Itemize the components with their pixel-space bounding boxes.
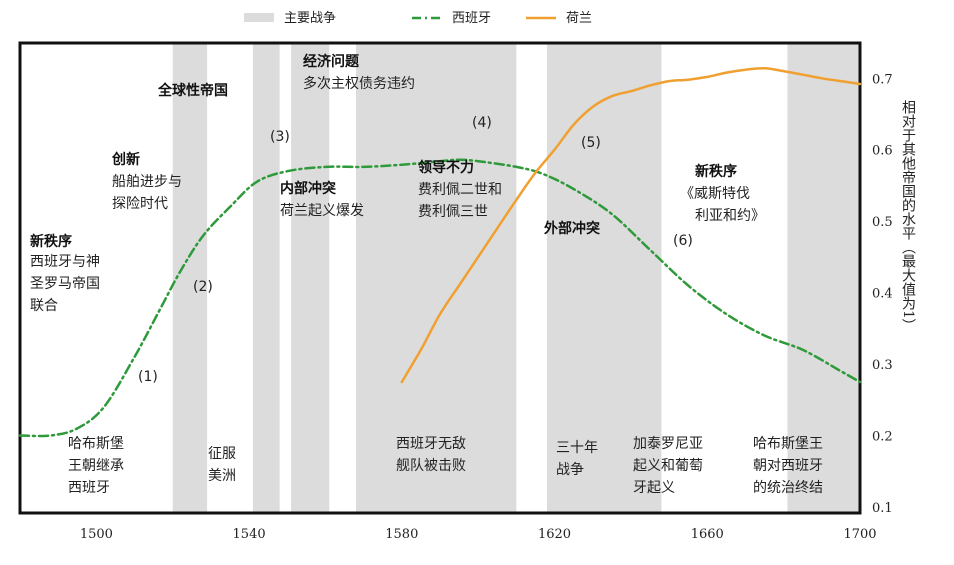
x-tick-label: 1660 bbox=[691, 527, 724, 542]
series-spain-line bbox=[18, 158, 862, 438]
event-line: 三十年 bbox=[556, 440, 598, 456]
annotation-line: 费利佩二世和 bbox=[418, 182, 502, 198]
annotation-line: 利亚和约》 bbox=[695, 208, 765, 224]
event-line: 加泰罗尼亚 bbox=[633, 436, 703, 452]
event-line: 西班牙无敌 bbox=[396, 436, 466, 452]
event-line: 征服 bbox=[208, 446, 236, 462]
stage-label-1: (1) bbox=[138, 369, 158, 385]
annotation-title: 全球性帝国 bbox=[157, 82, 228, 99]
event-line: 哈布斯堡 bbox=[68, 436, 124, 452]
annotation-line: 费利佩三世 bbox=[418, 204, 488, 220]
event-line: 王朝继承 bbox=[68, 458, 124, 474]
annotation-new-order-2: 新秩序 《威斯特伐 利亚和约》 bbox=[680, 163, 765, 224]
war-band bbox=[787, 43, 860, 513]
annotation-line: 联合 bbox=[30, 298, 58, 314]
annotation-new-order-1: 新秩序 西班牙与神 圣罗马帝国 联合 bbox=[30, 233, 100, 314]
war-band bbox=[546, 43, 662, 513]
stage-label-5: (5) bbox=[581, 135, 601, 151]
x-tick-label: 1500 bbox=[80, 527, 113, 542]
x-tick-label: 1580 bbox=[385, 527, 418, 542]
event-line: 起义和葡萄 bbox=[633, 458, 703, 474]
event-line: 美洲 bbox=[208, 468, 236, 484]
stage-label-3: (3) bbox=[270, 129, 290, 145]
y-tick-label: 0.4 bbox=[872, 287, 893, 302]
legend: 主要战争 西班牙 荷兰 bbox=[244, 11, 592, 26]
event-conquest-americas: 征服 美洲 bbox=[208, 446, 236, 484]
annotation-global-empire: 全球性帝国 bbox=[157, 82, 228, 99]
y-tick-label: 0.2 bbox=[872, 430, 893, 445]
event-armada-defeat: 西班牙无敌 舰队被击败 bbox=[396, 436, 466, 474]
series-netherlands-line bbox=[400, 66, 862, 384]
event-line: 西班牙 bbox=[68, 480, 110, 496]
event-line: 哈布斯堡王 bbox=[753, 436, 823, 452]
annotation-title: 新秩序 bbox=[695, 163, 737, 180]
event-line: 朝对西班牙 bbox=[753, 458, 823, 474]
annotation-line: 《威斯特伐 bbox=[680, 186, 750, 202]
legend-spain-label: 西班牙 bbox=[452, 11, 491, 26]
y-tick-label: 0.7 bbox=[872, 72, 893, 87]
annotation-internal-conflict: 内部冲突 荷兰起义爆发 bbox=[280, 180, 364, 219]
series-layer bbox=[18, 66, 862, 438]
annotation-external-conflict: 外部冲突 bbox=[544, 220, 600, 237]
event-thirty-years-war: 三十年 战争 bbox=[556, 440, 598, 478]
war-band bbox=[172, 43, 208, 513]
x-tick-label: 1620 bbox=[538, 527, 571, 542]
annotation-title: 领导不力 bbox=[418, 159, 474, 176]
y-tick-label: 0.1 bbox=[872, 501, 893, 516]
annotation-line: 圣罗马帝国 bbox=[30, 276, 100, 292]
war-band bbox=[356, 43, 517, 513]
event-line: 的统治终结 bbox=[753, 480, 823, 496]
stage-label-6: (6) bbox=[673, 233, 693, 249]
annotation-title: 内部冲突 bbox=[280, 180, 336, 197]
y-tick-label: 0.5 bbox=[872, 215, 893, 230]
event-line: 战争 bbox=[556, 462, 584, 478]
y-axis-label: 相对于其他帝国的水平（最大值为1） bbox=[900, 100, 916, 333]
annotation-title: 新秩序 bbox=[30, 233, 72, 250]
annotation-line: 探险时代 bbox=[112, 196, 168, 212]
annotation-title: 外部冲突 bbox=[544, 220, 600, 237]
war-band bbox=[291, 43, 330, 513]
annotation-line: 船舶进步与 bbox=[112, 174, 182, 190]
stage-label-4: (4) bbox=[472, 115, 492, 131]
y-tick-label: 0.3 bbox=[872, 358, 893, 373]
event-habsburg-end: 哈布斯堡王 朝对西班牙 的统治终结 bbox=[753, 436, 823, 496]
annotation-line: 西班牙与神 bbox=[30, 254, 100, 270]
x-tick-label: 1540 bbox=[233, 527, 266, 542]
annotation-poor-leadership: 领导不力 费利佩二世和 费利佩三世 bbox=[418, 159, 502, 220]
legend-war-label: 主要战争 bbox=[284, 11, 336, 26]
war-bands bbox=[172, 43, 860, 513]
stage-label-2: (2) bbox=[193, 279, 213, 295]
x-tick-label: 1700 bbox=[843, 527, 876, 542]
annotation-title: 创新 bbox=[111, 151, 140, 168]
event-line: 牙起义 bbox=[633, 480, 675, 496]
legend-war-swatch bbox=[244, 13, 274, 22]
event-habsburg-succession: 哈布斯堡 王朝继承 西班牙 bbox=[68, 436, 124, 496]
event-catalan-portuguese-revolt: 加泰罗尼亚 起义和葡萄 牙起义 bbox=[633, 436, 703, 496]
y-axis: 0.1 0.2 0.3 0.4 0.5 0.6 0.7 bbox=[872, 72, 893, 516]
annotation-title: 经济问题 bbox=[303, 53, 360, 70]
annotation-innovation: 创新 船舶进步与 探险时代 bbox=[111, 151, 182, 212]
event-line: 舰队被击败 bbox=[396, 458, 466, 474]
annotation-line: 多次主权债务违约 bbox=[303, 75, 415, 92]
legend-dutch-label: 荷兰 bbox=[566, 11, 592, 26]
annotation-line: 荷兰起义爆发 bbox=[280, 203, 364, 219]
x-axis: 1500 1540 1580 1620 1660 1700 bbox=[80, 527, 877, 542]
y-tick-label: 0.6 bbox=[872, 144, 893, 159]
war-band bbox=[252, 43, 280, 513]
plot-frame bbox=[18, 41, 862, 515]
annotation-economic-problems: 经济问题 多次主权债务违约 bbox=[303, 53, 415, 92]
